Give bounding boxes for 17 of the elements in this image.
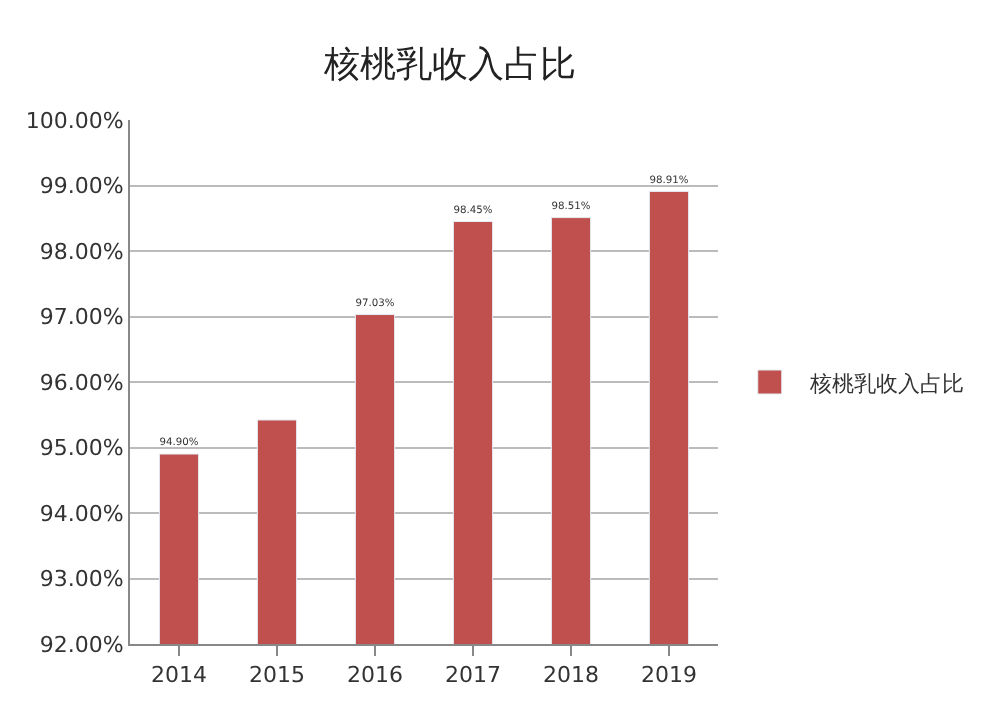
x-tick-label: 2018: [543, 662, 599, 689]
y-tick-label: 98.00%: [39, 238, 124, 265]
y-tick-label: 93.00%: [39, 566, 124, 593]
y-tick-label: 95.00%: [39, 435, 124, 462]
legend-label: 核桃乳收入占比: [807, 370, 964, 397]
x-tick-label: 2017: [445, 662, 501, 689]
chart-title: 核桃乳收入占比: [322, 43, 576, 86]
x-tick-label: 2014: [151, 662, 207, 689]
x-tick-label: 2016: [347, 662, 403, 689]
y-tick-label: 96.00%: [39, 369, 124, 396]
y-tick-label: 92.00%: [39, 631, 124, 658]
y-tick-label: 99.00%: [39, 173, 124, 200]
y-tick-label: 100.00%: [25, 107, 124, 134]
y-tick-label: 94.00%: [39, 500, 124, 527]
x-tick-label: 2015: [249, 662, 305, 689]
y-tick-label: 97.00%: [39, 304, 124, 331]
x-tick-label: 2019: [641, 662, 697, 689]
